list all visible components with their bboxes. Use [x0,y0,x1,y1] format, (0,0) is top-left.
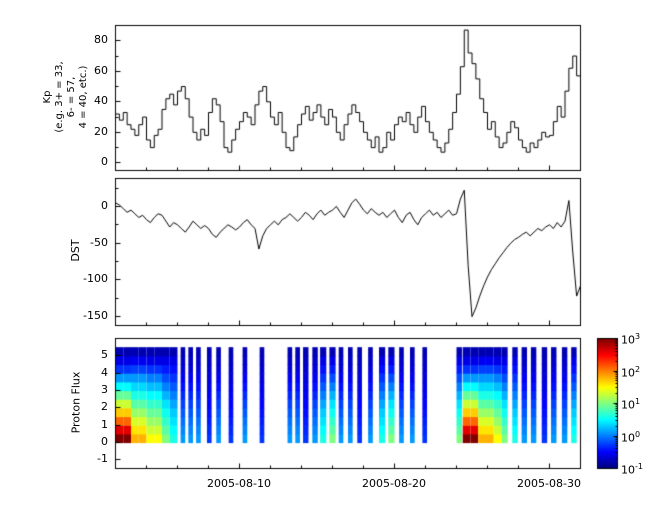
proton-flux-y-tick-label: -1 [97,452,108,465]
kp-index-y-tick-label: 80 [94,33,108,46]
x-tick-label: 2005-08-10 [207,477,271,490]
dst-index-y-tick-label: -100 [83,272,108,285]
dst-index-y-tick-label: -50 [90,236,108,249]
dst-index-y-tick-label: -150 [83,309,108,322]
colorbar-tick-label: 101 [621,397,641,412]
proton-flux-y-tick-label: 5 [101,348,108,361]
proton-flux-y-tick-label: 1 [101,418,108,431]
proton-flux-y-tick-label: 3 [101,383,108,396]
colorbar-tick-label: 10-1 [621,462,643,477]
proton-flux-y-tick-label: 0 [101,435,108,448]
x-tick-label: 2005-08-30 [517,477,581,490]
proton-flux-y-tick-label: 2 [101,400,108,413]
kp-index-y-tick-label: 20 [94,125,108,138]
kp-index-y-tick-label: 60 [94,64,108,77]
kp-index-y-tick-label: 0 [101,155,108,168]
colorbar-tick-label: 100 [621,430,641,445]
x-tick-label: 2005-08-20 [362,477,426,490]
proton-flux-y-tick-label: 4 [101,366,108,379]
dst-index-y-tick-label: 0 [101,199,108,212]
kp-index-y-tick-label: 40 [94,94,108,107]
colorbar-tick-label: 102 [621,365,641,380]
colorbar-tick-label: 103 [621,332,641,347]
